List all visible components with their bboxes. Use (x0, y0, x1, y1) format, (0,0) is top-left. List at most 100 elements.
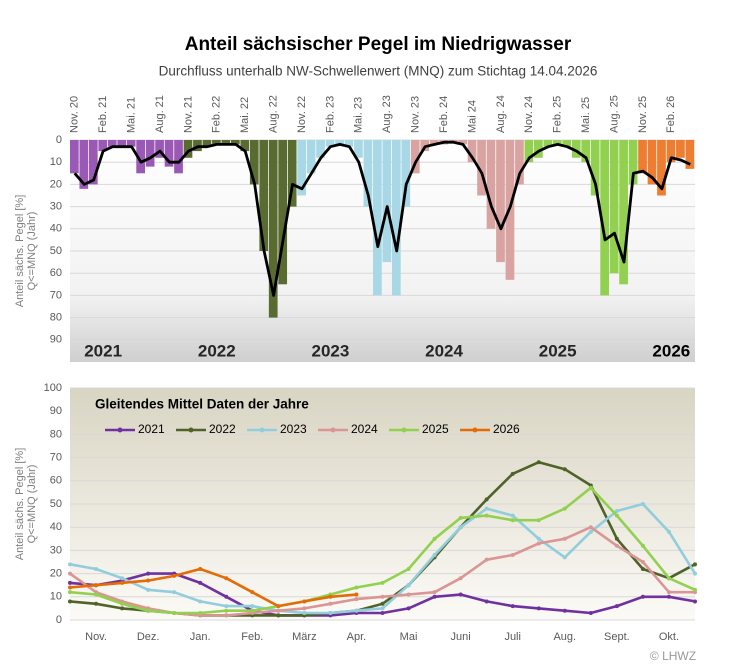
point (640, 560, 645, 564)
y-tick-label: 0 (56, 134, 62, 146)
y-tick-label: 90 (50, 334, 62, 346)
point (510, 604, 515, 609)
x-tick-label: Nov. 23 (410, 96, 422, 133)
bar (344, 140, 354, 147)
bar (657, 140, 666, 196)
point (354, 585, 359, 590)
point (68, 562, 72, 567)
bar (666, 140, 676, 163)
y-tick-label: 0 (56, 614, 62, 626)
year-label: 2026 (652, 341, 690, 360)
bar (202, 140, 212, 147)
point (588, 611, 593, 616)
bar (354, 140, 363, 158)
x-tick-label: Nov. 22 (296, 96, 308, 133)
x-tick-label: Sept. (604, 631, 630, 643)
bar (306, 140, 316, 174)
point (406, 592, 411, 597)
y-tick-label: 70 (50, 289, 62, 301)
x-tick-label: Nov. (85, 631, 107, 643)
bar (524, 140, 534, 163)
point (380, 606, 385, 611)
point (94, 601, 99, 606)
point (693, 571, 697, 576)
point (510, 553, 515, 558)
y-tick-label: 80 (50, 312, 62, 324)
point (536, 460, 541, 465)
bar (183, 140, 193, 158)
point (276, 613, 281, 618)
point (484, 513, 489, 518)
point (666, 529, 671, 534)
point (328, 594, 333, 599)
x-tick-label: Aug. 21 (154, 95, 166, 133)
point (614, 604, 619, 609)
point (588, 525, 593, 530)
x-tick-label: Feb. 26 (665, 96, 677, 133)
point (68, 590, 72, 595)
bar (562, 140, 572, 147)
x-tick-label: Aug. (553, 631, 576, 643)
legend-label: 2023 (280, 422, 307, 436)
point (562, 608, 567, 613)
point (250, 608, 255, 613)
point (380, 594, 385, 599)
bar (316, 140, 325, 158)
bar (600, 140, 610, 296)
x-tick-label: Nov. 25 (637, 96, 649, 133)
bar (458, 140, 467, 145)
point (276, 608, 281, 613)
point (562, 506, 567, 511)
point (198, 580, 203, 585)
x-tick-label: Aug. 25 (608, 95, 620, 133)
bar (391, 140, 401, 296)
point (354, 597, 359, 602)
point (562, 536, 567, 541)
point (380, 601, 385, 606)
bar (240, 140, 250, 152)
x-tick-label: Feb. (241, 631, 263, 643)
point (224, 608, 229, 613)
point (693, 562, 697, 567)
x-tick-label: Mai. 25 (580, 97, 592, 133)
series (68, 566, 359, 609)
bar (515, 140, 524, 185)
point (224, 576, 229, 581)
bar (628, 140, 638, 185)
point (458, 592, 463, 597)
series (68, 485, 697, 616)
bar (212, 140, 221, 145)
annotation: Gleitendes Mittel Daten der Jahre (95, 397, 309, 412)
point (614, 543, 619, 548)
x-tick-label: Mai 24 (466, 100, 478, 133)
bar (590, 140, 600, 196)
point (198, 566, 203, 571)
point (614, 536, 619, 541)
bar (581, 140, 591, 163)
bar (79, 140, 89, 189)
x-tick-label: Aug. 24 (495, 95, 507, 133)
bar (126, 140, 136, 147)
y-tick-label: 20 (50, 178, 62, 190)
point (224, 613, 229, 618)
point (536, 541, 541, 546)
point (146, 571, 151, 576)
point (640, 594, 645, 599)
point (510, 513, 515, 518)
bar (70, 140, 79, 174)
point (432, 594, 437, 599)
y-tick-label: 20 (50, 568, 62, 580)
legend-label: 2022 (209, 422, 236, 436)
point (250, 590, 255, 595)
y-tick-label: 30 (50, 201, 62, 213)
bar (676, 140, 685, 158)
x-tick-label: Dez. (137, 631, 160, 643)
x-tick-label: Nov. 20 (69, 96, 81, 133)
bar (88, 140, 98, 185)
point (693, 587, 697, 592)
y-tick-label: 50 (50, 498, 62, 510)
point (94, 592, 99, 597)
bar (486, 140, 496, 229)
point (536, 606, 541, 611)
point (406, 583, 411, 588)
